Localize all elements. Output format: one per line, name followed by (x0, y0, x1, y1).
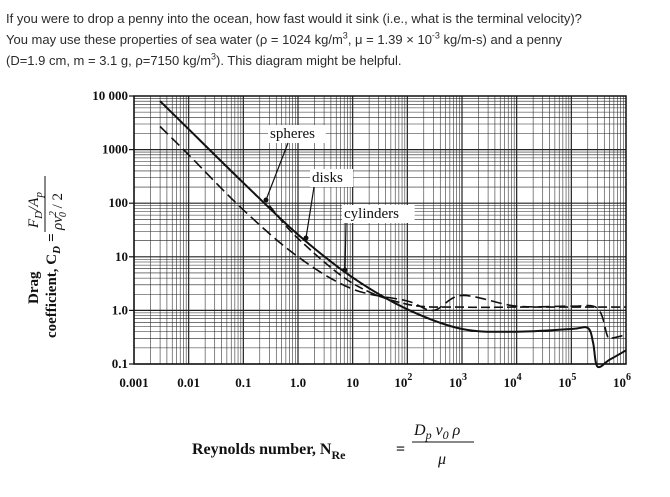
y-label-denominator: ρv20 / 2 (48, 193, 69, 231)
x-tick-label: 105 (558, 372, 576, 390)
question-line-2-sup-a: 3 (342, 30, 348, 41)
y-label-coefficient: coefficient, C (44, 254, 60, 338)
question-line-3: (D=1.9 cm, m = 3.1 g, ρ=7150 kg/m3). Thi… (6, 50, 656, 71)
x-label-denominator: μ (437, 451, 446, 468)
y-tick-label: 10 000 (92, 88, 128, 103)
drag-coefficient-chart: 0.1 1.0 10 100 1000 10 000 0.001 0.01 0.1 1.0 10 10… (26, 88, 631, 468)
curve-cylinders (159, 125, 627, 340)
x-label-num-d: D (413, 422, 426, 439)
y-axis-label: Drag coefficient, CD= FD/Ap ρv20 / 2 (26, 176, 69, 338)
y-tick-label: 10 (115, 249, 128, 264)
x-label-num-sub: p (425, 428, 432, 442)
x-label-num-rho: ρ (449, 422, 461, 439)
y-label-line-2: coefficient, CD = (44, 233, 63, 338)
x-label-equals: = (396, 441, 405, 458)
annotation-box (268, 125, 326, 143)
question-line-2-part-b: , μ = 1.39 × 10 (347, 32, 432, 47)
x-label-num-v: v (432, 422, 444, 439)
question-line-2-sup-b: -3 (431, 30, 440, 41)
x-tick-label: 102 (394, 372, 412, 390)
x-label-sub: Re (331, 448, 346, 462)
y-label-sub: D (51, 246, 63, 255)
annotation-arrowhead (342, 267, 348, 273)
y-label-den-sup: 2 (48, 211, 59, 216)
y-label-den-rest: / 2 (50, 193, 66, 212)
question-line-3-part-a: (D=1.9 cm, m = 3.1 g, ρ=7150 kg/m (6, 53, 212, 68)
y-tick-label: 1000 (102, 142, 128, 157)
curve-disks (268, 205, 626, 309)
tick-labels: 0.1 1.0 10 100 1000 10 000 0.001 0.01 0.1 1.0 10 10… (92, 88, 631, 390)
question-line-1-text: If you were to drop a penny into the oce… (6, 11, 582, 26)
x-label-numerator: Dp v0 ρ (413, 422, 461, 442)
x-label-num-sub2: 0 (443, 428, 449, 442)
chart-curves (159, 100, 627, 369)
annotation-label-spheres: spheres (270, 126, 315, 142)
y-label-num-sub: D (33, 211, 45, 220)
curve-spheres (159, 100, 627, 369)
question-line-2: You may use these properties of sea wate… (6, 29, 656, 50)
y-label-num-f: F (26, 218, 42, 229)
annotation-leader (265, 142, 289, 201)
x-tick-label: 0.001 (119, 375, 148, 390)
question-text: If you were to drop a penny into the oce… (6, 8, 656, 71)
y-tick-label: 1.0 (112, 302, 128, 317)
x-tick-label: 106 (613, 372, 631, 390)
annotation-label-cylinders: cylinders (344, 206, 399, 222)
x-label-text: Reynolds number, N (192, 441, 332, 458)
question-line-2-part-c: kg/m-s) and a penny (439, 32, 563, 47)
question-line-3-sup: 3 (211, 51, 217, 62)
y-label-numerator: FD/Ap (26, 192, 45, 229)
y-label-equals: = (44, 233, 60, 242)
question-line-3-part-b: ). This diagram might be helpful. (216, 53, 402, 68)
annotation-box (310, 169, 353, 187)
y-label-line-1: Drag (26, 271, 42, 304)
annotation-leader (344, 222, 347, 271)
annotation-arrowhead (303, 235, 309, 241)
annotation-leader (305, 186, 315, 239)
x-tick-label: 103 (449, 372, 467, 390)
question-line-1: If you were to drop a penny into the oce… (6, 8, 656, 29)
x-tick-label: 1.0 (290, 375, 306, 390)
annotation-box (342, 205, 415, 223)
y-label-num-sub2: p (33, 192, 45, 199)
x-tick-label: 0.1 (235, 375, 251, 390)
x-axis-label: Reynolds number, NRe = Dp v0 ρ μ (192, 422, 474, 468)
question-line-2-part-a: You may use these properties of sea wate… (6, 32, 343, 47)
chart-grid (133, 96, 626, 365)
curve-annotations: spheres disks cylinders (263, 125, 415, 273)
y-tick-label: 100 (109, 195, 129, 210)
annotation-arrowhead (263, 197, 269, 203)
x-tick-label: 104 (504, 372, 522, 390)
x-tick-label: 10 (346, 375, 359, 390)
y-label-den-sub: 0 (58, 212, 69, 217)
x-tick-label: 0.01 (177, 375, 200, 390)
x-label-main: Reynolds number, NRe (192, 441, 346, 462)
y-label-num-rest: /A (26, 197, 42, 212)
y-tick-label: 0.1 (112, 356, 128, 371)
annotation-label-disks: disks (312, 170, 343, 186)
y-label-den-rho-v: ρv (50, 216, 66, 231)
plot-frame (133, 95, 627, 365)
